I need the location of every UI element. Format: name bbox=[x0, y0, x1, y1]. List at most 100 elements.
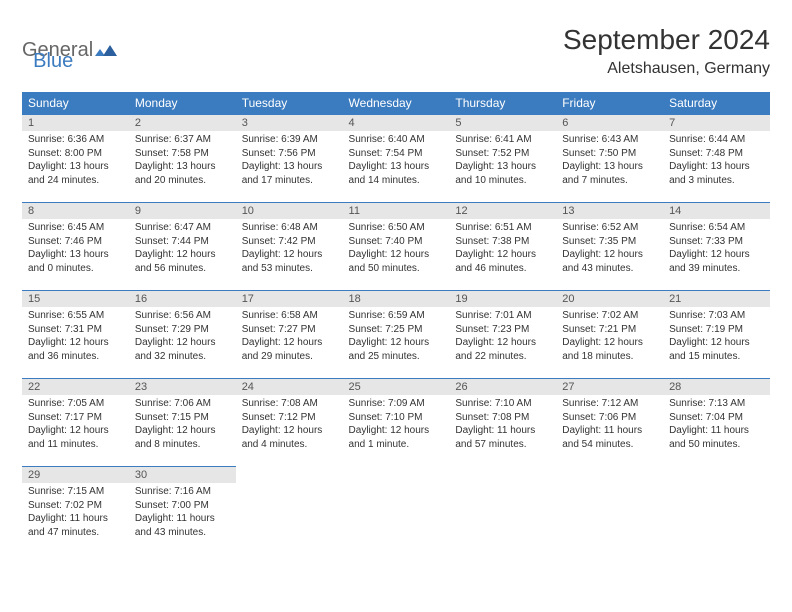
sunset-line: Sunset: 7:42 PM bbox=[242, 235, 337, 249]
sunset-line: Sunset: 7:12 PM bbox=[242, 411, 337, 425]
daylight-line2: and 53 minutes. bbox=[242, 262, 337, 276]
calendar-day-cell bbox=[663, 467, 770, 555]
sunset-line: Sunset: 7:44 PM bbox=[135, 235, 230, 249]
day-content: Sunrise: 6:48 AMSunset: 7:42 PMDaylight:… bbox=[236, 219, 343, 281]
day-content: Sunrise: 7:08 AMSunset: 7:12 PMDaylight:… bbox=[236, 395, 343, 457]
daylight-line1: Daylight: 11 hours bbox=[135, 512, 230, 526]
daylight-line2: and 56 minutes. bbox=[135, 262, 230, 276]
calendar-day-cell: 9Sunrise: 6:47 AMSunset: 7:44 PMDaylight… bbox=[129, 203, 236, 291]
day-number: 27 bbox=[556, 379, 663, 395]
sunset-line: Sunset: 7:21 PM bbox=[562, 323, 657, 337]
daylight-line2: and 54 minutes. bbox=[562, 438, 657, 452]
daylight-line2: and 50 minutes. bbox=[669, 438, 764, 452]
sunset-line: Sunset: 7:35 PM bbox=[562, 235, 657, 249]
day-number: 16 bbox=[129, 291, 236, 307]
day-content: Sunrise: 6:41 AMSunset: 7:52 PMDaylight:… bbox=[449, 131, 556, 193]
calendar-day-cell bbox=[236, 467, 343, 555]
daylight-line1: Daylight: 12 hours bbox=[562, 336, 657, 350]
logo-text-blue: Blue bbox=[33, 50, 73, 73]
calendar-day-cell: 25Sunrise: 7:09 AMSunset: 7:10 PMDayligh… bbox=[343, 379, 450, 467]
daylight-line2: and 3 minutes. bbox=[669, 174, 764, 188]
calendar-day-cell: 4Sunrise: 6:40 AMSunset: 7:54 PMDaylight… bbox=[343, 115, 450, 203]
day-content: Sunrise: 6:58 AMSunset: 7:27 PMDaylight:… bbox=[236, 307, 343, 369]
daylight-line2: and 0 minutes. bbox=[28, 262, 123, 276]
daylight-line2: and 39 minutes. bbox=[669, 262, 764, 276]
day-number: 25 bbox=[343, 379, 450, 395]
day-content: Sunrise: 7:06 AMSunset: 7:15 PMDaylight:… bbox=[129, 395, 236, 457]
sunrise-line: Sunrise: 6:37 AM bbox=[135, 133, 230, 147]
calendar-day-cell: 7Sunrise: 6:44 AMSunset: 7:48 PMDaylight… bbox=[663, 115, 770, 203]
sunrise-line: Sunrise: 6:47 AM bbox=[135, 221, 230, 235]
sunrise-line: Sunrise: 6:48 AM bbox=[242, 221, 337, 235]
calendar-day-cell: 14Sunrise: 6:54 AMSunset: 7:33 PMDayligh… bbox=[663, 203, 770, 291]
daylight-line1: Daylight: 12 hours bbox=[562, 248, 657, 262]
sunrise-line: Sunrise: 7:12 AM bbox=[562, 397, 657, 411]
daylight-line2: and 8 minutes. bbox=[135, 438, 230, 452]
calendar-day-cell: 23Sunrise: 7:06 AMSunset: 7:15 PMDayligh… bbox=[129, 379, 236, 467]
logo: General Blue bbox=[22, 28, 73, 73]
sunrise-line: Sunrise: 7:08 AM bbox=[242, 397, 337, 411]
day-number: 6 bbox=[556, 115, 663, 131]
sunset-line: Sunset: 8:00 PM bbox=[28, 147, 123, 161]
sunset-line: Sunset: 7:38 PM bbox=[455, 235, 550, 249]
sunrise-line: Sunrise: 7:03 AM bbox=[669, 309, 764, 323]
sunrise-line: Sunrise: 6:59 AM bbox=[349, 309, 444, 323]
sunset-line: Sunset: 7:54 PM bbox=[349, 147, 444, 161]
calendar-day-cell: 11Sunrise: 6:50 AMSunset: 7:40 PMDayligh… bbox=[343, 203, 450, 291]
daylight-line2: and 7 minutes. bbox=[562, 174, 657, 188]
sunset-line: Sunset: 7:50 PM bbox=[562, 147, 657, 161]
day-content: Sunrise: 6:36 AMSunset: 8:00 PMDaylight:… bbox=[22, 131, 129, 193]
day-number: 18 bbox=[343, 291, 450, 307]
sunset-line: Sunset: 7:46 PM bbox=[28, 235, 123, 249]
day-number: 8 bbox=[22, 203, 129, 219]
daylight-line2: and 20 minutes. bbox=[135, 174, 230, 188]
daylight-line2: and 18 minutes. bbox=[562, 350, 657, 364]
sunrise-line: Sunrise: 6:56 AM bbox=[135, 309, 230, 323]
sunrise-line: Sunrise: 7:06 AM bbox=[135, 397, 230, 411]
day-number: 14 bbox=[663, 203, 770, 219]
daylight-line1: Daylight: 13 hours bbox=[28, 248, 123, 262]
calendar-day-cell: 30Sunrise: 7:16 AMSunset: 7:00 PMDayligh… bbox=[129, 467, 236, 555]
sunset-line: Sunset: 7:02 PM bbox=[28, 499, 123, 513]
calendar-body: 1Sunrise: 6:36 AMSunset: 8:00 PMDaylight… bbox=[22, 115, 770, 555]
calendar-week-row: 15Sunrise: 6:55 AMSunset: 7:31 PMDayligh… bbox=[22, 291, 770, 379]
day-content: Sunrise: 6:51 AMSunset: 7:38 PMDaylight:… bbox=[449, 219, 556, 281]
location: Aletshausen, Germany bbox=[563, 60, 770, 78]
sunrise-line: Sunrise: 7:16 AM bbox=[135, 485, 230, 499]
calendar-day-cell: 21Sunrise: 7:03 AMSunset: 7:19 PMDayligh… bbox=[663, 291, 770, 379]
daylight-line2: and 43 minutes. bbox=[135, 526, 230, 540]
day-number: 10 bbox=[236, 203, 343, 219]
calendar-day-cell: 22Sunrise: 7:05 AMSunset: 7:17 PMDayligh… bbox=[22, 379, 129, 467]
daylight-line1: Daylight: 13 hours bbox=[562, 160, 657, 174]
sunset-line: Sunset: 7:10 PM bbox=[349, 411, 444, 425]
calendar-day-cell: 26Sunrise: 7:10 AMSunset: 7:08 PMDayligh… bbox=[449, 379, 556, 467]
daylight-line1: Daylight: 11 hours bbox=[669, 424, 764, 438]
daylight-line2: and 15 minutes. bbox=[669, 350, 764, 364]
sunrise-line: Sunrise: 6:54 AM bbox=[669, 221, 764, 235]
daylight-line1: Daylight: 12 hours bbox=[242, 248, 337, 262]
sunrise-line: Sunrise: 6:55 AM bbox=[28, 309, 123, 323]
daylight-line1: Daylight: 11 hours bbox=[562, 424, 657, 438]
calendar-week-row: 8Sunrise: 6:45 AMSunset: 7:46 PMDaylight… bbox=[22, 203, 770, 291]
day-content: Sunrise: 6:37 AMSunset: 7:58 PMDaylight:… bbox=[129, 131, 236, 193]
day-content: Sunrise: 6:50 AMSunset: 7:40 PMDaylight:… bbox=[343, 219, 450, 281]
calendar-day-cell: 24Sunrise: 7:08 AMSunset: 7:12 PMDayligh… bbox=[236, 379, 343, 467]
day-number: 29 bbox=[22, 467, 129, 483]
day-number: 28 bbox=[663, 379, 770, 395]
sunset-line: Sunset: 7:31 PM bbox=[28, 323, 123, 337]
weekday-header: Sunday bbox=[22, 92, 129, 115]
daylight-line2: and 14 minutes. bbox=[349, 174, 444, 188]
daylight-line1: Daylight: 13 hours bbox=[135, 160, 230, 174]
month-title: September 2024 bbox=[563, 24, 770, 56]
daylight-line2: and 46 minutes. bbox=[455, 262, 550, 276]
daylight-line1: Daylight: 13 hours bbox=[28, 160, 123, 174]
sunrise-line: Sunrise: 7:05 AM bbox=[28, 397, 123, 411]
daylight-line1: Daylight: 12 hours bbox=[349, 424, 444, 438]
daylight-line2: and 47 minutes. bbox=[28, 526, 123, 540]
day-content: Sunrise: 7:09 AMSunset: 7:10 PMDaylight:… bbox=[343, 395, 450, 457]
day-content: Sunrise: 7:16 AMSunset: 7:00 PMDaylight:… bbox=[129, 483, 236, 545]
weekday-header: Saturday bbox=[663, 92, 770, 115]
day-number: 23 bbox=[129, 379, 236, 395]
calendar-day-cell: 19Sunrise: 7:01 AMSunset: 7:23 PMDayligh… bbox=[449, 291, 556, 379]
calendar-day-cell: 3Sunrise: 6:39 AMSunset: 7:56 PMDaylight… bbox=[236, 115, 343, 203]
